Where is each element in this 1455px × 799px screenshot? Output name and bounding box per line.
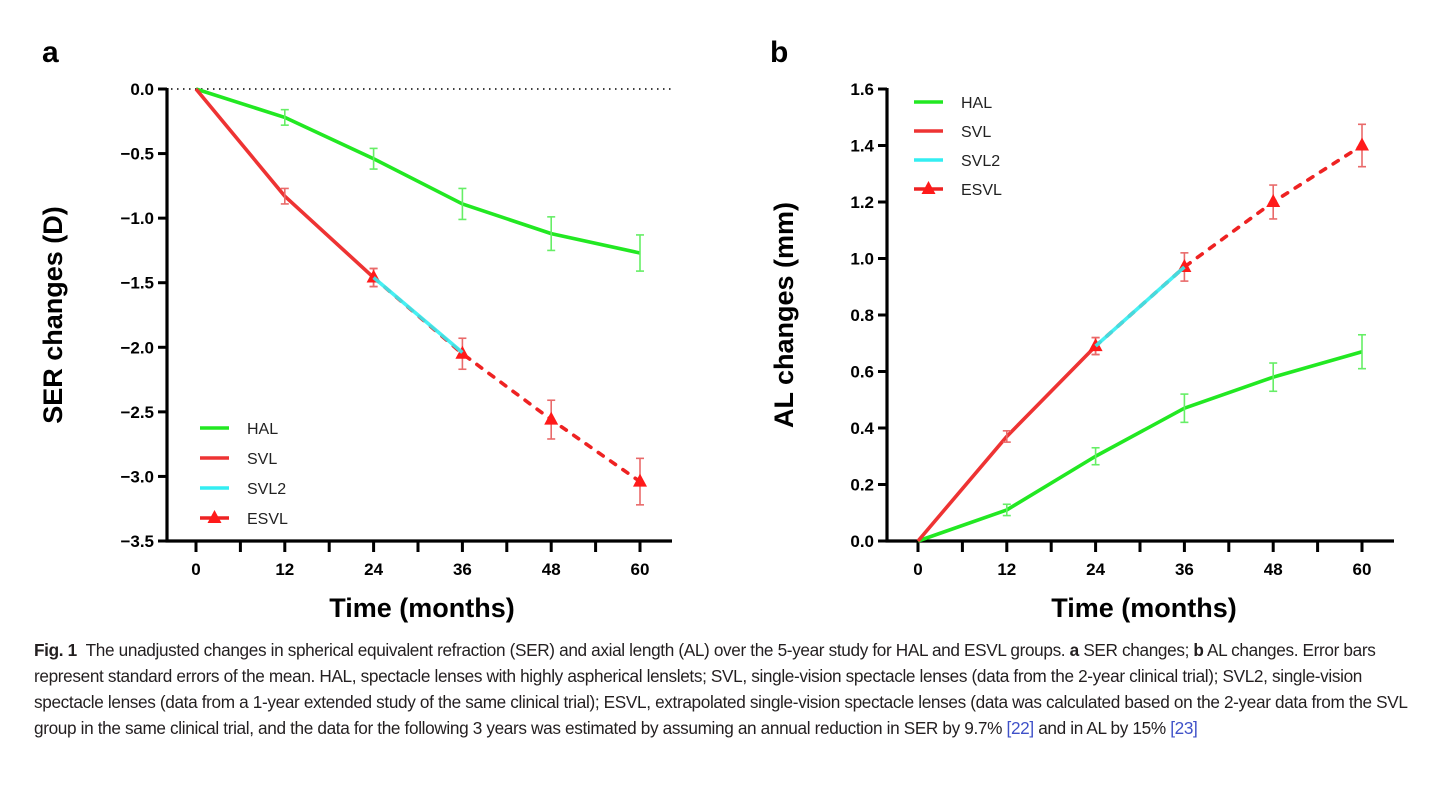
series-line-esvl <box>371 275 642 484</box>
legend-item-esvl: ESVL <box>200 510 288 528</box>
x-tick-label: 0 <box>913 560 922 579</box>
x-axis-title: Time (months) <box>329 593 515 623</box>
data-point-triangle <box>544 411 559 425</box>
y-tick-label: 1.6 <box>850 80 874 99</box>
y-tick-label: 0.0 <box>130 80 154 99</box>
series-esvl <box>1088 123 1369 356</box>
legend-label: ESVL <box>961 182 1002 199</box>
y-axis-title: SER changes (D) <box>38 206 68 424</box>
panel-b-al-chart: b 0.0 0.2 0.4 0.6 0.8 1.0 1.2 1.4 1.6 0 12 24 36 48 60… <box>769 36 1394 623</box>
legend-label: ESVL <box>247 511 288 528</box>
x-tick-label: 24 <box>1086 560 1105 579</box>
y-tick-label: 0.2 <box>850 476 874 495</box>
caption-label: Fig. 1 <box>34 640 77 660</box>
data-point-triangle <box>1355 137 1369 151</box>
y-tick-label: −3.0 <box>120 467 154 486</box>
legend-item-svl2: SVL2 <box>200 481 286 498</box>
series-hal <box>195 87 644 272</box>
y-tick-label: −1.5 <box>120 274 154 293</box>
data-point-triangle <box>633 473 647 487</box>
legend: HAL SVL SVL2 ESVL <box>914 95 1002 199</box>
data-point-triangle <box>1266 194 1281 207</box>
series-svl2 <box>1094 265 1186 348</box>
x-tick-label: 24 <box>364 560 383 579</box>
y-tick-label: −0.5 <box>120 145 154 164</box>
legend: HAL SVL SVL2 ESVL <box>200 421 288 528</box>
figure-caption: Fig. 1 The unadjusted changes in spheric… <box>34 637 1434 741</box>
series-esvl <box>366 267 647 506</box>
x-tick-label: 36 <box>453 560 472 579</box>
y-axis-title: AL changes (mm) <box>769 202 799 428</box>
legend-item-esvl: ESVL <box>914 181 1002 199</box>
legend-label: SVL2 <box>247 481 286 498</box>
figure-canvas: a 0.0 −0.5 −1.0 −1.5 −2.0 −2.5 −3.0 −3.5 0 12 24 36… <box>38 36 1394 623</box>
y-tick-label: −2.5 <box>120 403 154 422</box>
legend-item-svl: SVL <box>200 451 277 468</box>
y-tick-label: 1.0 <box>850 250 874 269</box>
series-hal <box>917 333 1366 543</box>
y-tick-label: 0.4 <box>850 419 874 438</box>
legend-label: SVL <box>247 451 277 468</box>
series-line-hal <box>917 349 1363 543</box>
x-tick-label: 60 <box>1353 560 1372 579</box>
caption-body: The unadjusted changes in spherical equi… <box>34 640 1407 738</box>
caption-text: a <box>1069 640 1080 660</box>
panel-letter-a: a <box>42 36 59 69</box>
legend-label: SVL2 <box>961 153 1000 170</box>
y-tick-label: 1.2 <box>850 193 874 212</box>
caption-reference-link[interactable]: [23] <box>1170 718 1198 738</box>
y-tick-label: −2.0 <box>120 338 154 357</box>
x-tick-label: 12 <box>275 560 294 579</box>
caption-text: SER changes; <box>1078 640 1194 660</box>
caption-text: b <box>1193 640 1204 660</box>
legend-item-hal: HAL <box>914 95 992 112</box>
series-line-svl2 <box>372 276 464 354</box>
x-tick-label: 0 <box>191 560 200 579</box>
caption-text: AL changes. Error bars represent standar… <box>34 640 1407 738</box>
legend-triangle-icon <box>921 181 936 194</box>
legend-label: SVL <box>961 124 991 141</box>
legend-item-svl: SVL <box>914 124 991 141</box>
y-tick-label: −1.0 <box>120 209 154 228</box>
y-tick-label: 1.4 <box>850 137 874 156</box>
y-tick-label: −3.5 <box>120 532 154 551</box>
x-axis-title: Time (months) <box>1051 593 1237 623</box>
caption-reference-link[interactable]: [22] <box>1006 718 1035 738</box>
panel-a-ser-chart: a 0.0 −0.5 −1.0 −1.5 −2.0 −2.5 −3.0 −3.5 0 12 24 36… <box>38 36 672 623</box>
y-tick-label: 0.8 <box>850 306 874 325</box>
x-tick-label: 60 <box>631 560 650 579</box>
legend-label: HAL <box>961 95 992 112</box>
x-tick-label: 48 <box>1264 560 1283 579</box>
legend-item-hal: HAL <box>200 421 278 438</box>
x-tick-label: 12 <box>997 560 1016 579</box>
legend-triangle-icon <box>207 510 222 523</box>
panel-letter-b: b <box>770 36 788 69</box>
series-line-hal <box>195 87 641 255</box>
series-line-esvl <box>1093 143 1364 348</box>
legend-item-svl2: SVL2 <box>914 153 1000 170</box>
legend-label: HAL <box>247 421 278 438</box>
caption-text: and in AL by 15% <box>1033 718 1171 738</box>
y-tick-label: 0.0 <box>850 532 874 551</box>
y-tick-label: 0.6 <box>850 363 874 382</box>
series-svl2 <box>372 276 464 354</box>
x-tick-label: 36 <box>1175 560 1194 579</box>
series-line-svl2 <box>1094 265 1186 348</box>
caption-text: The unadjusted changes in spherical equi… <box>85 640 1070 660</box>
x-tick-label: 48 <box>542 560 561 579</box>
